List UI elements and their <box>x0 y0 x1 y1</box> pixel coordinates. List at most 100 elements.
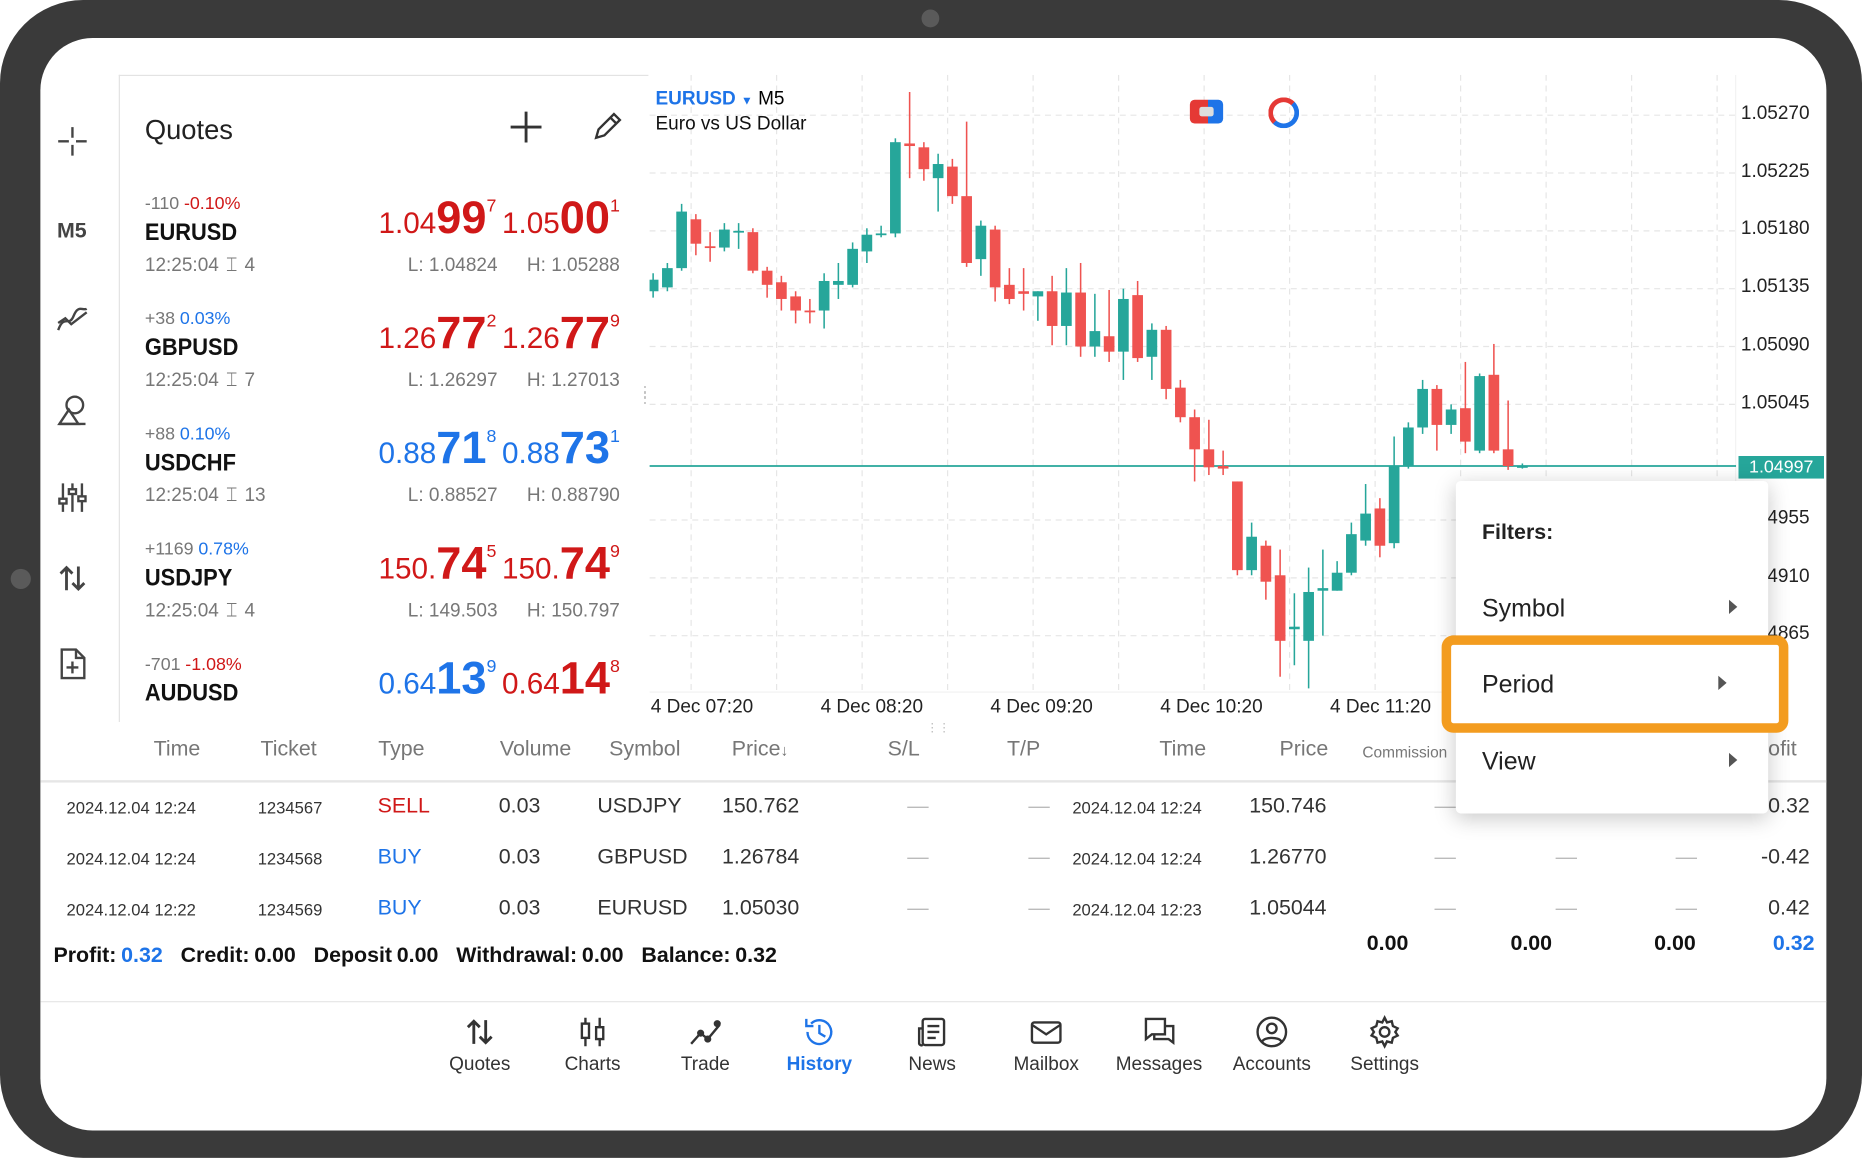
candle-body <box>1118 298 1129 352</box>
nav-item-quotes[interactable]: Quotes <box>426 1014 533 1076</box>
column-header[interactable]: Price <box>1280 736 1329 761</box>
cell-swap: — <box>1675 895 1697 920</box>
objects-icon[interactable] <box>55 392 91 428</box>
column-header[interactable]: Time <box>1159 736 1206 761</box>
menu-item-symbol[interactable]: Symbol <box>1482 595 1738 624</box>
change-points: +1169 <box>144 539 194 560</box>
screen: M5 Quotes -110 -0.10% EURUSD 12:25:04 ⌶ 4 1.04… <box>40 38 1827 1131</box>
change-points: -701 <box>144 654 181 675</box>
cell-commission: — <box>1434 793 1456 817</box>
history-row[interactable]: 2024.12.04 12:24 1234568 BUY 0.03 GBPUSD 1.26… <box>40 844 1826 880</box>
quote-row[interactable]: -110 -0.10% EURUSD 12:25:04 ⌶ 4 1.04997 1.05001… <box>120 194 648 309</box>
ask-price[interactable]: 1.05001 <box>502 194 620 244</box>
quote-row[interactable]: +88 0.10% USDCHF 12:25:04 ⌶ 13 0.88718 0.88731 L… <box>120 424 648 539</box>
bid-price[interactable]: 1.04997 <box>378 194 496 244</box>
ask-price-pre: 1.26 <box>501 321 560 356</box>
add-symbol-icon[interactable] <box>508 109 544 151</box>
chart-symbol-selector[interactable]: EURUSD ▼ M5 <box>656 89 785 110</box>
candle-body <box>1175 387 1186 418</box>
edit-pencil-icon[interactable] <box>591 109 624 148</box>
candle-body <box>1260 545 1272 582</box>
nav-item-accounts[interactable]: Accounts <box>1218 1014 1325 1076</box>
column-header[interactable]: Commission <box>1362 743 1447 761</box>
quote-row[interactable]: +1169 0.78% USDJPY 12:25:04 ⌶ 4 150.745 150.749… <box>120 539 648 654</box>
cell-sl: — <box>907 844 929 869</box>
time-value: 12:25:04 <box>144 600 219 622</box>
cell-price: 1.26784 <box>722 844 800 869</box>
nav-label: History <box>786 1054 853 1075</box>
quotes-panel: Quotes -110 -0.10% EURUSD 12:25:04 ⌶ 4 1.04997… <box>118 74 649 722</box>
column-header[interactable]: S/L <box>888 736 920 761</box>
symbol-name: AUDUSD <box>144 680 239 707</box>
timeframe-button[interactable]: M5 <box>57 218 87 243</box>
column-header[interactable]: Symbol <box>609 736 680 761</box>
table-resize-handle[interactable]: ⋮⋮ <box>926 722 950 736</box>
market-depth-icon[interactable] <box>1268 97 1300 129</box>
column-header[interactable]: Volume <box>500 736 571 761</box>
deposit-value: 0.00 <box>396 942 439 967</box>
column-header[interactable]: T/P <box>1007 736 1040 761</box>
deposit-label: Deposit <box>313 942 393 967</box>
nav-item-trade[interactable]: Trade <box>652 1014 759 1076</box>
ask-price[interactable]: 0.88731 <box>502 424 620 474</box>
history-row[interactable]: 2024.12.04 12:22 1234569 BUY 0.03 EURUSD 1.05… <box>40 895 1826 931</box>
settings-sliders-icon[interactable] <box>55 480 91 516</box>
bid-price[interactable]: 1.26772 <box>378 308 497 359</box>
cell-tp: — <box>1028 793 1050 817</box>
bid-price-sup: 2 <box>486 311 497 332</box>
indicators-icon[interactable] <box>55 302 91 338</box>
nav-item-charts[interactable]: Charts <box>539 1014 646 1076</box>
bid-price-big: 77 <box>436 308 487 359</box>
candle-body <box>1445 409 1457 425</box>
trade-icon <box>652 1014 759 1050</box>
change-percent: -1.08% <box>185 654 242 675</box>
one-click-trading-icon[interactable] <box>1189 99 1224 124</box>
bid-price[interactable]: 150.745 <box>378 539 496 589</box>
candle-body <box>1217 466 1229 469</box>
nav-label: Settings <box>1350 1054 1419 1075</box>
quote-row[interactable]: -701 -1.08% AUDUSD 0.64139 0.64148 <box>120 654 648 722</box>
column-header-label: Time <box>153 736 201 760</box>
nav-item-news[interactable]: News <box>879 1014 986 1076</box>
bid-price-sup: 9 <box>486 656 497 677</box>
bid-price[interactable]: 0.88718 <box>378 424 496 474</box>
quote-row[interactable]: +38 0.03% GBPUSD 12:25:04 ⌶ 7 1.26772 1.26779 L:… <box>120 309 648 424</box>
panel-resize-handle[interactable]: ⋮ ⋮ <box>637 383 652 407</box>
trade-arrows-icon[interactable] <box>55 561 91 597</box>
column-header[interactable]: Type <box>378 736 424 761</box>
column-header[interactable]: Price↓ <box>732 736 788 761</box>
new-order-icon[interactable] <box>55 646 91 682</box>
menu-item-period[interactable]: Period <box>1482 671 1727 700</box>
nav-item-settings[interactable]: Settings <box>1331 1014 1438 1076</box>
nav-item-mailbox[interactable]: Mailbox <box>993 1014 1100 1076</box>
history-row[interactable]: 2024.12.04 12:24 1234567 SELL 0.03 USDJPY 150… <box>40 793 1826 829</box>
bid-price[interactable]: 0.64139 <box>378 654 497 705</box>
ask-price-pre: 0.64 <box>501 667 560 701</box>
ask-price[interactable]: 1.26779 <box>501 309 620 359</box>
candle-body <box>875 233 887 236</box>
profit-value: 0.32 <box>121 942 163 967</box>
nav-item-history[interactable]: History <box>766 1014 873 1076</box>
ask-price[interactable]: 150.749 <box>502 539 620 589</box>
quotes-title: Quotes <box>144 114 233 145</box>
nav-item-messages[interactable]: Messages <box>1106 1014 1213 1076</box>
bid-price-big: 13 <box>436 654 487 705</box>
ask-price-sup: 9 <box>609 311 620 332</box>
nav-label: Accounts <box>1232 1054 1311 1075</box>
symbol-name: GBPUSD <box>144 334 239 361</box>
ask-price-sup: 8 <box>609 656 620 677</box>
x-axis-tick: 4 Dec 08:20 <box>820 697 924 718</box>
spread-icon: ⌶ <box>225 600 238 622</box>
column-header[interactable]: Ticket <box>260 736 316 761</box>
filters-title: Filters: <box>1482 520 1554 544</box>
column-header-label: Commission <box>1362 743 1448 762</box>
crosshair-icon[interactable] <box>55 124 91 160</box>
highlight-box: Period <box>1441 635 1789 733</box>
candle-body <box>1232 481 1243 571</box>
candle-body <box>1331 572 1343 591</box>
ask-price[interactable]: 0.64148 <box>501 654 620 704</box>
column-header[interactable]: Time <box>154 736 201 761</box>
table-header-divider <box>40 780 1827 783</box>
menu-item-view[interactable]: View <box>1482 748 1738 777</box>
accounts-icon <box>1218 1014 1325 1050</box>
